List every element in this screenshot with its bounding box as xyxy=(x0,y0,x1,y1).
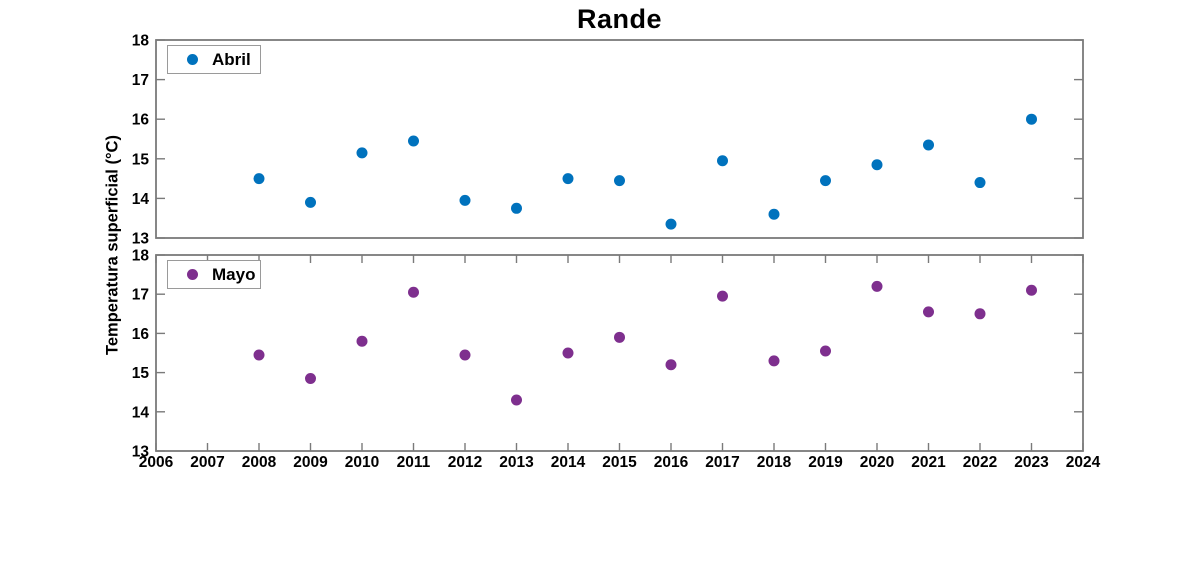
data-point-abril-2023 xyxy=(1026,113,1037,125)
x-tick-label: 2024 xyxy=(1066,454,1101,471)
data-point-mayo-2019 xyxy=(820,345,831,357)
x-tick-label: 2020 xyxy=(860,454,894,471)
data-point-abril-2011 xyxy=(408,135,419,147)
data-point-mayo-2017 xyxy=(717,290,728,302)
data-point-abril-2014 xyxy=(562,173,574,185)
x-tick-label: 2012 xyxy=(448,454,482,471)
x-tick-label: 2023 xyxy=(1014,454,1049,471)
x-tick-label: 2010 xyxy=(345,454,379,471)
data-point-abril-2008 xyxy=(253,173,265,185)
y-tick-label: 18 xyxy=(132,33,150,50)
data-point-abril-2021 xyxy=(923,139,934,151)
data-point-mayo-2015 xyxy=(614,331,625,343)
panel-frame-abril xyxy=(155,39,1084,239)
y-tick-label: 15 xyxy=(132,151,150,168)
data-point-abril-2020 xyxy=(871,159,883,171)
data-point-mayo-2020 xyxy=(871,280,883,292)
data-point-abril-2016 xyxy=(665,218,677,230)
x-tick-label: 2016 xyxy=(654,454,689,471)
y-tick-label: 14 xyxy=(132,191,150,208)
y-tick-label: 17 xyxy=(132,72,149,89)
data-point-abril-2013 xyxy=(511,202,522,214)
data-point-mayo-2016 xyxy=(665,359,677,371)
x-tick-label: 2021 xyxy=(911,454,946,471)
x-tick-label: 2011 xyxy=(397,454,431,471)
x-tick-label: 2014 xyxy=(551,454,586,471)
data-point-mayo-2008 xyxy=(253,349,265,361)
data-point-abril-2017 xyxy=(717,155,728,167)
y-tick-label: 13 xyxy=(132,444,150,461)
x-tick-label: 2015 xyxy=(602,454,637,471)
abril-marker-icon xyxy=(187,54,198,65)
y-tick-label: 14 xyxy=(132,404,150,421)
data-point-mayo-2014 xyxy=(562,347,574,359)
x-tick-label: 2013 xyxy=(499,454,534,471)
data-point-abril-2019 xyxy=(820,175,831,187)
data-point-abril-2022 xyxy=(974,177,986,189)
y-tick-label: 17 xyxy=(132,287,149,304)
chart-title: Rande xyxy=(576,4,663,34)
legend-mayo-label: Mayo xyxy=(212,265,256,284)
data-point-mayo-2021 xyxy=(923,306,934,318)
y-tick-label: 13 xyxy=(132,231,150,248)
data-point-mayo-2012 xyxy=(459,349,471,361)
legend-mayo: Mayo xyxy=(167,260,261,289)
data-point-mayo-2011 xyxy=(408,286,419,298)
x-tick-label: 2008 xyxy=(242,454,277,471)
y-tick-label: 16 xyxy=(132,112,150,129)
data-point-mayo-2010 xyxy=(356,335,368,347)
data-point-mayo-2022 xyxy=(974,308,986,320)
x-tick-label: 2019 xyxy=(808,454,843,471)
legend-abril-label: Abril xyxy=(212,50,251,69)
x-tick-label: 2022 xyxy=(963,454,997,471)
data-point-abril-2018 xyxy=(768,208,780,220)
legend-abril: Abril xyxy=(167,45,261,74)
y-tick-label: 15 xyxy=(132,365,150,382)
y-tick-label: 16 xyxy=(132,326,150,343)
mayo-marker-icon xyxy=(187,269,198,280)
data-point-mayo-2013 xyxy=(511,394,522,406)
x-tick-label: 2007 xyxy=(190,454,224,471)
y-tick-label: 18 xyxy=(132,248,150,265)
x-tick-label: 2017 xyxy=(705,454,739,471)
x-tick-label: 2018 xyxy=(757,454,792,471)
data-point-abril-2010 xyxy=(356,147,368,159)
data-point-abril-2012 xyxy=(459,194,471,206)
data-point-abril-2015 xyxy=(614,175,625,187)
panel-frame-mayo xyxy=(155,254,1084,452)
data-point-mayo-2018 xyxy=(768,355,780,367)
data-point-mayo-2023 xyxy=(1026,284,1037,296)
x-tick-label: 2009 xyxy=(293,454,328,471)
x-tick-label: 2006 xyxy=(139,454,174,471)
data-point-abril-2009 xyxy=(305,196,316,208)
data-point-mayo-2009 xyxy=(305,372,316,384)
